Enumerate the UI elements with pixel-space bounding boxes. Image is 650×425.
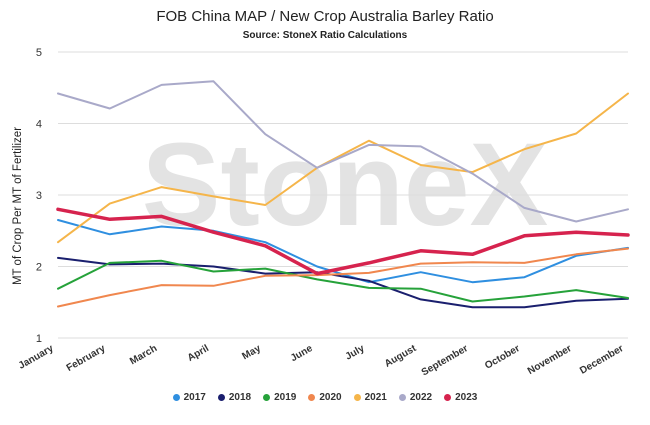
legend-item-2022[interactable]: 2022 (398, 392, 433, 403)
legend-marker-icon (444, 394, 452, 401)
x-tick-label: November (526, 343, 574, 377)
y-tick-labels: 1 2 3 4 5 (36, 47, 42, 345)
legend-label: 2021 (364, 392, 387, 403)
chart-title: FOB China MAP / New Crop Australia Barle… (156, 8, 494, 25)
legend-label: 2017 (183, 392, 206, 403)
legend-label: 2023 (455, 392, 478, 403)
series-line-2018 (57, 256, 629, 309)
x-tick-label: December (578, 343, 625, 377)
x-tick-label: September (420, 343, 470, 378)
legend-item-2021[interactable]: 2021 (353, 392, 387, 403)
legend-label: 2020 (319, 392, 342, 403)
legend-label: 2022 (409, 392, 433, 403)
x-tick-label: October (483, 343, 522, 372)
legend-marker-icon (398, 394, 406, 401)
series-line-2021 (57, 92, 629, 244)
x-tick-label: April (186, 343, 211, 364)
series-line-2022 (57, 80, 629, 223)
y-tick-label: 5 (36, 47, 42, 59)
legend-item-2017[interactable]: 2017 (172, 392, 206, 403)
x-tick-label: June (289, 343, 315, 364)
watermark: StoneX (142, 119, 549, 251)
legend-label: 2018 (228, 392, 252, 403)
legend-label: 2019 (274, 392, 297, 403)
x-tick-label: July (344, 343, 367, 363)
series-line-2023 (56, 207, 630, 276)
x-tick-label: February (65, 343, 108, 374)
legend-marker-icon (172, 394, 180, 401)
y-tick-label: 3 (36, 190, 42, 202)
x-tick-label: May (240, 343, 263, 362)
legend-marker-icon (353, 394, 361, 401)
y-tick-label: 2 (36, 262, 42, 274)
x-tick-labels: January February March April May June July Augu… (17, 343, 626, 379)
legend-item-2019[interactable]: 2019 (263, 392, 296, 403)
x-tick-label: August (383, 343, 419, 370)
legend-marker-icon (308, 394, 316, 401)
legend-item-2018[interactable]: 2018 (217, 392, 252, 403)
legend-marker-icon (217, 394, 225, 401)
y-tick-label: 4 (36, 119, 42, 131)
legend-item-2023[interactable]: 2023 (444, 392, 477, 403)
x-tick-label: January (17, 343, 56, 372)
chart-subtitle: Source: StoneX Ratio Calculations (242, 30, 408, 41)
x-tick-label: March (128, 343, 159, 367)
y-tick-label: 1 (36, 333, 42, 345)
gridlines (58, 51, 628, 339)
series-line-2020 (57, 247, 629, 308)
legend-marker-icon (263, 394, 271, 401)
series-lines (56, 80, 630, 309)
legend: 2017 2018 2019 2020 2021 2022 2023 (0, 392, 650, 403)
legend-item-2020[interactable]: 2020 (308, 392, 342, 403)
series-line-2019 (57, 259, 629, 303)
